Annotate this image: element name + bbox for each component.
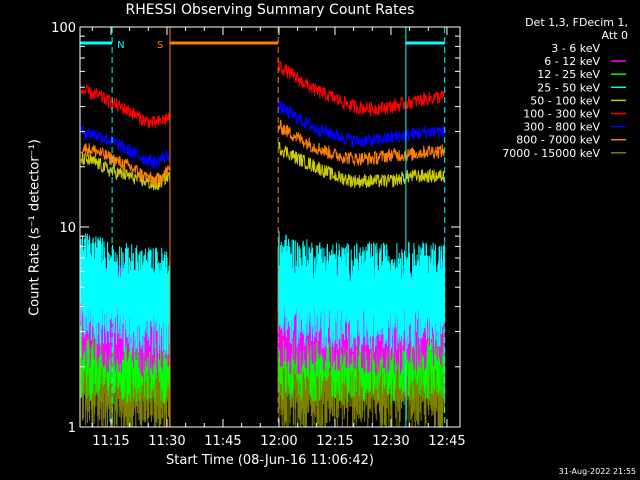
series-line-6-segment-1: [80, 84, 171, 129]
axes-layer: [79, 26, 461, 428]
series-line-7-segment-1: [80, 125, 171, 169]
series-line-7-segment-2: [278, 99, 445, 148]
series-line-6-segment-2: [277, 59, 445, 117]
legend-label-7: 300 - 800 keV: [523, 121, 600, 134]
y-tick-label-3: 100: [51, 21, 76, 36]
x-tick-label-4: 12:00: [260, 434, 297, 449]
series-line-8-segment-2: [277, 119, 445, 166]
x-tick-label-2: 11:30: [148, 434, 185, 449]
legend-header-line-1: Det 1,3, FDecim 1,: [525, 16, 628, 29]
legend-label-2: 6 - 12 keV: [544, 55, 600, 68]
x-tick-label-1: 11:15: [92, 434, 129, 449]
legend-label-6: 100 - 300 keV: [523, 108, 600, 121]
y-axis-label: Count Rate (s⁻¹ detector⁻¹): [27, 139, 43, 316]
legend-header-line-2: Att 0: [602, 29, 628, 42]
series-line-8-segment-1: [80, 143, 171, 187]
y-tick-label-1: 1: [68, 421, 76, 436]
chart-title: RHESSI Observing Summary Count Rates: [125, 2, 415, 18]
annotation-label-n: N: [117, 40, 124, 51]
x-tick-label-3: 11:45: [204, 434, 241, 449]
footer-timestamp: 31-Aug-2022 21:55: [558, 467, 636, 476]
series-line-5-segment-2: [277, 141, 445, 189]
series-line-5-segment-1: [80, 152, 171, 191]
text-layer: 11:15 11:30 11:45 12:00 12:15 12:30 12:45 1 10 10…: [51, 16, 628, 449]
x-tick-label-6: 12:30: [372, 434, 409, 449]
legend-label-3: 12 - 25 keV: [537, 68, 600, 81]
legend-label-9: 7000 - 15000 keV: [502, 147, 600, 160]
annotation-label-s: S: [157, 40, 163, 51]
legend-label-8: 800 - 7000 keV: [516, 134, 600, 147]
y-tick-label-2: 10: [59, 221, 76, 236]
x-tick-label-5: 12:15: [316, 434, 353, 449]
series-layer: [80, 59, 445, 427]
legend-label-5: 50 - 100 keV: [530, 94, 600, 107]
x-axis-label: Start Time (08-Jun-16 11:06:42): [166, 453, 374, 468]
x-tick-label-7: 12:45: [428, 434, 465, 449]
legend-label-4: 25 - 50 keV: [537, 81, 600, 94]
legend-label-1: 3 - 6 keV: [551, 42, 600, 55]
